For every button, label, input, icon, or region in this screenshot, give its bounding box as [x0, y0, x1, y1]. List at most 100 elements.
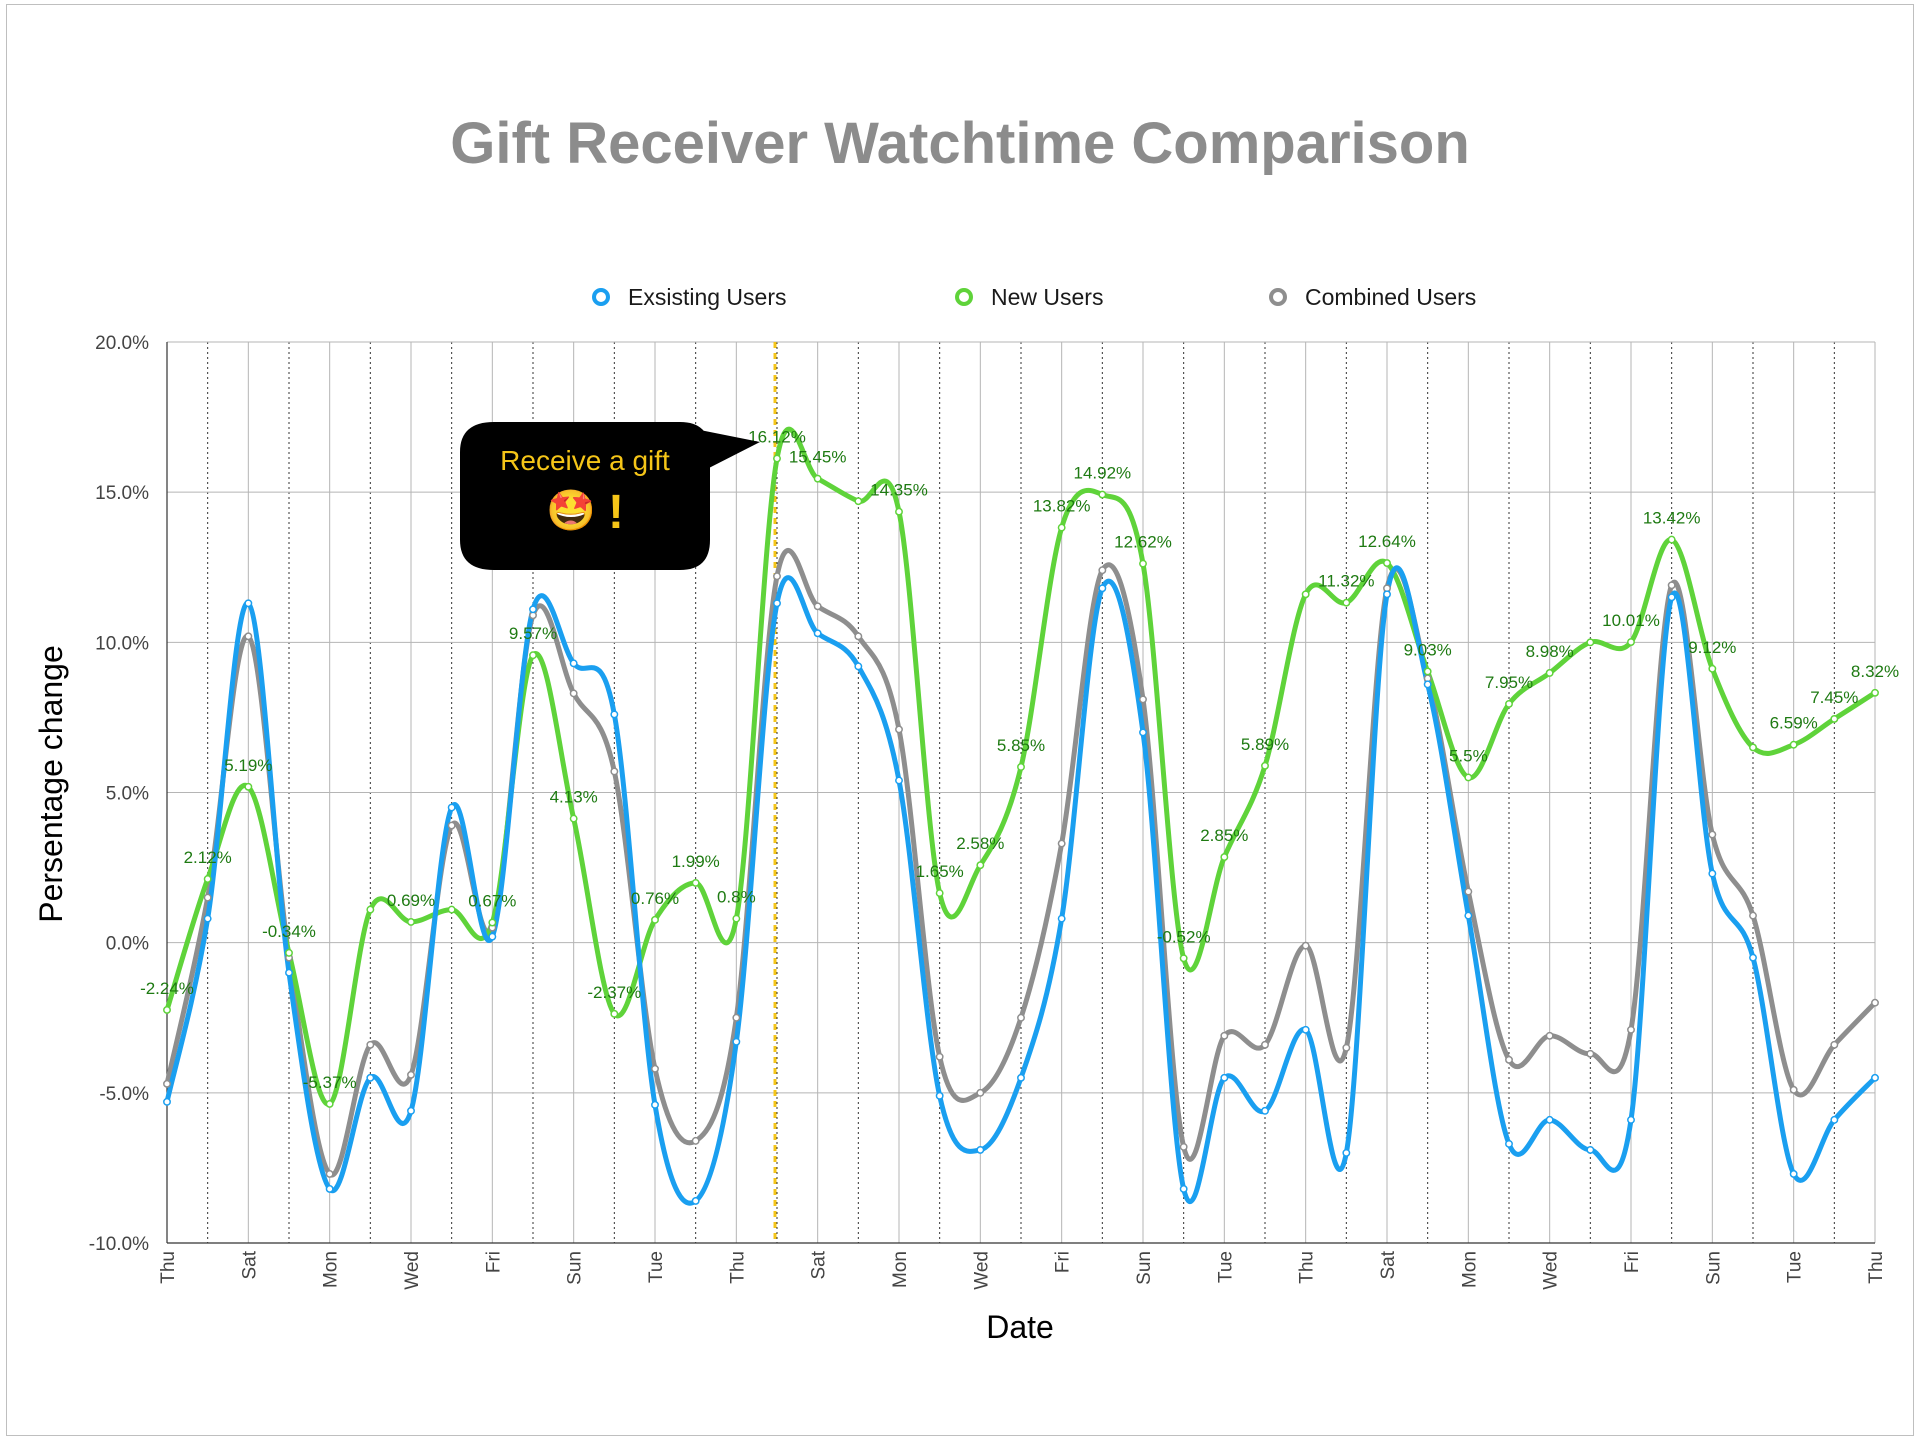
x-tick-label: Sun — [1703, 1251, 1724, 1285]
data-point-new-users — [407, 917, 415, 926]
data-point-exsisting-users — [529, 605, 537, 614]
data-point-new-users — [1179, 954, 1188, 963]
data-point-new-users — [1017, 763, 1025, 771]
callout-text: Receive a gift — [500, 445, 670, 476]
data-point-new-users — [1505, 699, 1513, 708]
data-point-combined-users — [1830, 1040, 1839, 1049]
data-point-new-users — [569, 814, 578, 823]
data-point-exsisting-users — [813, 629, 822, 638]
data-point-combined-users — [203, 893, 212, 902]
data-point-exsisting-users — [1261, 1106, 1269, 1115]
data-point-combined-users — [1017, 1013, 1025, 1022]
callout-bubble — [460, 422, 710, 570]
data-point-exsisting-users — [1749, 953, 1757, 962]
data-point-exsisting-users — [1667, 593, 1676, 602]
data-label: 9.12% — [1688, 638, 1736, 657]
data-label: 15.45% — [789, 448, 847, 467]
data-point-new-users — [1667, 535, 1676, 544]
data-label: 5.5% — [1449, 746, 1488, 765]
data-point-exsisting-users — [1017, 1073, 1025, 1082]
x-tick-label: Sat — [1378, 1250, 1399, 1279]
data-point-combined-users — [1261, 1040, 1269, 1049]
data-point-combined-users — [1627, 1025, 1635, 1034]
x-tick-label: Sat — [239, 1250, 260, 1279]
data-point-exsisting-users — [691, 1197, 700, 1205]
data-point-combined-users — [732, 1013, 741, 1022]
data-label: 0.69% — [387, 891, 435, 910]
data-point-combined-users — [976, 1088, 985, 1097]
data-point-combined-users — [895, 725, 903, 734]
data-point-new-users — [1220, 853, 1229, 862]
data-point-new-users — [163, 1005, 171, 1014]
data-point-exsisting-users — [1220, 1073, 1229, 1082]
data-point-new-users — [244, 782, 253, 791]
data-point-combined-users — [813, 602, 822, 611]
data-point-exsisting-users — [610, 710, 619, 719]
data-label: 14.92% — [1073, 464, 1131, 483]
x-tick-label: Fri — [1053, 1251, 1074, 1273]
data-label: 8.32% — [1851, 662, 1899, 681]
data-point-new-users — [651, 915, 659, 924]
x-tick-label: Sun — [1134, 1251, 1155, 1285]
legend-marker-exsisting-users — [592, 288, 610, 306]
data-point-exsisting-users — [1586, 1145, 1595, 1154]
data-label: 9.03% — [1404, 640, 1452, 659]
data-point-exsisting-users — [651, 1100, 659, 1109]
data-point-exsisting-users — [203, 914, 212, 923]
y-tick-label: -5.0% — [99, 1084, 149, 1105]
x-tick-label: Tue — [1215, 1251, 1236, 1283]
callout-pointer — [690, 428, 760, 470]
x-tick-label: Sat — [809, 1250, 830, 1279]
exclamation-icon: ! — [608, 486, 624, 539]
x-tick-label: Tue — [646, 1251, 667, 1283]
data-point-combined-users — [1789, 1085, 1798, 1094]
data-label: 11.32% — [1318, 572, 1374, 591]
y-tick-label: -10.0% — [89, 1234, 149, 1255]
data-point-new-users — [1789, 740, 1798, 749]
data-point-new-users — [610, 1009, 619, 1018]
data-point-exsisting-users — [976, 1145, 985, 1154]
x-tick-label: Wed — [402, 1251, 423, 1290]
data-point-exsisting-users — [1871, 1073, 1879, 1082]
data-point-new-users — [732, 914, 741, 923]
data-point-combined-users — [366, 1040, 375, 1049]
data-label: -2.24% — [140, 979, 194, 998]
data-point-combined-users — [651, 1064, 659, 1073]
data-label: 7.95% — [1485, 673, 1533, 692]
data-point-combined-users — [1342, 1043, 1351, 1052]
data-point-combined-users — [1057, 839, 1066, 848]
legend-label-new-users: New Users — [991, 284, 1103, 310]
data-point-new-users — [447, 905, 456, 914]
data-label: 1.65% — [916, 862, 964, 881]
data-label: 16.12% — [748, 428, 806, 447]
data-label: 8.98% — [1526, 642, 1574, 661]
data-point-new-users — [935, 889, 944, 898]
data-point-exsisting-users — [1423, 680, 1432, 689]
data-point-exsisting-users — [1627, 1115, 1635, 1124]
data-point-new-users — [285, 948, 293, 957]
y-tick-label: 20.0% — [95, 333, 149, 354]
data-label: 2.58% — [956, 834, 1004, 853]
data-point-combined-users — [1871, 998, 1879, 1007]
x-tick-label: Tue — [1785, 1251, 1806, 1283]
data-label: 13.82% — [1033, 497, 1091, 516]
grid — [166, 341, 1876, 1244]
data-point-combined-users — [1220, 1031, 1229, 1040]
y-tick-label: 0.0% — [106, 934, 149, 955]
data-point-new-users — [366, 905, 375, 914]
x-tick-label: Wed — [971, 1251, 992, 1290]
data-point-combined-users — [1545, 1031, 1554, 1040]
x-tick-label: Thu — [727, 1251, 748, 1284]
data-point-combined-users — [1708, 830, 1717, 839]
data-point-new-users — [1423, 667, 1432, 676]
data-point-new-users — [773, 454, 781, 463]
legend-label-combined-users: Combined Users — [1305, 284, 1476, 310]
data-point-exsisting-users — [163, 1097, 171, 1106]
data-point-combined-users — [325, 1169, 334, 1178]
data-point-exsisting-users — [773, 599, 781, 608]
y-tick-label: 10.0% — [95, 633, 149, 654]
data-label: 12.62% — [1114, 533, 1172, 552]
data-point-exsisting-users — [935, 1091, 944, 1100]
y-tick-label: 15.0% — [95, 483, 149, 504]
